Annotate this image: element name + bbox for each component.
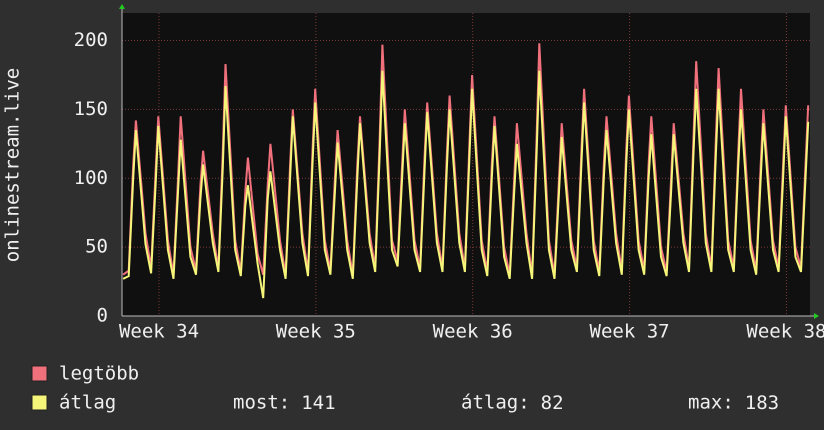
- stat-value: 141: [301, 392, 335, 414]
- x-tick-label: Week 35: [276, 321, 356, 343]
- x-tick-label: Week 34: [119, 321, 199, 343]
- axis-arrow: [814, 313, 819, 319]
- y-tick-label: 50: [85, 236, 108, 258]
- legend-swatch: [31, 394, 48, 411]
- y-tick-label: 200: [74, 29, 108, 51]
- stat-value: 183: [745, 392, 779, 414]
- stat: max: 183: [688, 392, 779, 414]
- x-tick-label: Week 37: [590, 321, 670, 343]
- series-line: [122, 70, 810, 299]
- stat: most: 141: [233, 392, 336, 414]
- legend-label: átlag: [59, 392, 116, 414]
- axis-arrow: [119, 4, 125, 9]
- x-tick-label: Week 38: [746, 321, 824, 343]
- legend-swatch: [31, 365, 48, 382]
- plot-area: [122, 13, 810, 316]
- stat: átlag: 82: [461, 392, 564, 414]
- y-tick-label: 150: [74, 98, 108, 120]
- stat-value: 82: [541, 392, 564, 414]
- y-axis-label: onlinestream.live: [2, 68, 24, 262]
- legend-label: legtöbb: [59, 363, 139, 385]
- y-tick-label: 100: [74, 167, 108, 189]
- x-tick-label: Week 36: [433, 321, 513, 343]
- y-tick-label: 0: [97, 305, 108, 327]
